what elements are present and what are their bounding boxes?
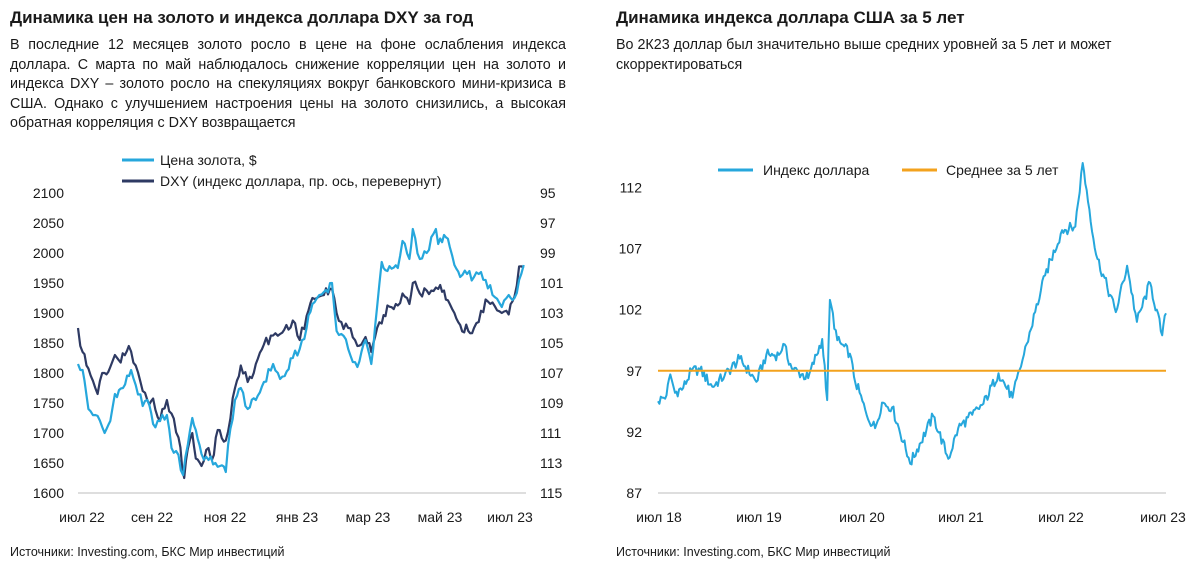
y-right-tick-label: 109 (540, 395, 564, 411)
x-tick-label: июл 22 (59, 509, 105, 525)
legend-label-gold: Цена золота, $ (160, 152, 257, 168)
source-note: Источники: Investing.com, БКС Мир инвест… (10, 545, 285, 559)
x-tick-label: июл 20 (839, 509, 885, 525)
chart-subtitle: В последние 12 месяцев золото росло в це… (10, 37, 566, 131)
dollar-index-panel: Динамика индекса доллара США за 5 лет Во… (606, 0, 1200, 566)
y-left-tick-label: 2100 (33, 185, 64, 201)
y-left-tick-label: 2000 (33, 245, 64, 261)
y-tick-label: 112 (620, 179, 643, 195)
y-right-tick-label: 95 (540, 185, 556, 201)
legend-label-average: Среднее за 5 лет (946, 162, 1059, 178)
y-left-tick-label: 2050 (33, 215, 64, 231)
gold-dxy-chart: 1600 1650 1700 1750 1800 1850 1900 1950 2000 2050… (33, 152, 564, 525)
dollar-index-chart: 87 92 97 102 107 112 июл 18 июл 19 июл 20 июл 21 и… (619, 162, 1186, 525)
y-tick-label: 87 (626, 485, 642, 501)
x-tick-label: мар 23 (346, 509, 391, 525)
x-tick-label: июл 23 (487, 509, 533, 525)
chart-subtitle-line: Во 2К23 доллар был значительно выше сред… (616, 37, 1112, 53)
dollar-index-series-line (657, 162, 1167, 466)
y-tick-label: 97 (626, 363, 642, 379)
y-left-tick-label: 1900 (33, 305, 64, 321)
y-right-tick-label: 113 (540, 455, 563, 471)
legend-label-index: Индекс доллара (763, 162, 869, 178)
y-tick-label: 92 (626, 424, 642, 440)
y-left-tick-label: 1700 (33, 425, 64, 441)
y-right-tick-label: 111 (540, 425, 561, 441)
y-right-tick-label: 115 (540, 485, 563, 501)
dxy-series-line (76, 265, 525, 480)
y-left-tick-label: 1650 (33, 455, 64, 471)
y-right-tick-label: 107 (540, 365, 564, 381)
y-left-tick-label: 1950 (33, 275, 64, 291)
y-right-tick-label: 103 (540, 305, 564, 321)
y-right-tick-label: 97 (540, 215, 556, 231)
y-left-tick-label: 1800 (33, 365, 64, 381)
gold-price-series-line (76, 227, 525, 477)
x-tick-label: июл 21 (938, 509, 984, 525)
chart-subtitle-line: скорректироваться (616, 56, 743, 73)
y-tick-label: 102 (619, 302, 643, 318)
gold-dxy-panel: Динамика цен на золото и индекса доллара… (10, 8, 566, 559)
x-tick-label: июл 19 (736, 509, 782, 525)
source-note: Источники: Investing.com, БКС Мир инвест… (616, 545, 891, 559)
x-tick-label: июл 18 (636, 509, 682, 525)
x-tick-label: май 23 (418, 509, 463, 525)
legend-label-dxy: DXY (индекс доллара, пр. ось, перевернут… (160, 173, 442, 189)
chart-title: Динамика цен на золото и индекса доллара… (10, 8, 474, 27)
x-tick-label: янв 23 (276, 509, 318, 525)
y-right-tick-label: 101 (540, 275, 564, 291)
chart-title: Динамика индекса доллара США за 5 лет (616, 8, 965, 27)
y-left-tick-label: 1750 (33, 395, 64, 411)
y-left-tick-label: 1600 (33, 485, 64, 501)
x-tick-label: ноя 22 (204, 509, 247, 525)
y-left-tick-label: 1850 (33, 335, 64, 351)
y-right-tick-label: 105 (540, 335, 564, 351)
x-tick-label: июл 23 (1140, 509, 1186, 525)
y-right-tick-label: 99 (540, 245, 556, 261)
x-tick-label: июл 22 (1038, 509, 1084, 525)
y-tick-label: 107 (619, 241, 643, 257)
chart-subtitle: Во 2К23 доллар был значительно выше сред… (616, 36, 1200, 75)
x-tick-label: сен 22 (131, 509, 173, 525)
